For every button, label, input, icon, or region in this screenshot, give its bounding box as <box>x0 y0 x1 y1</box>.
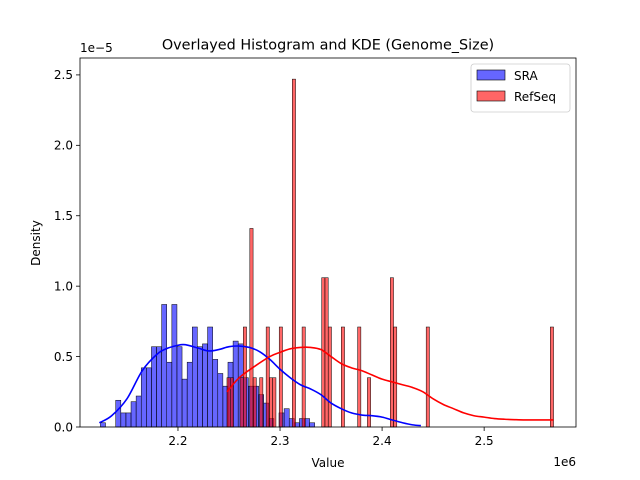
refseq-bar <box>278 326 283 428</box>
sra-bar <box>115 399 122 428</box>
refseq-kde-line <box>226 346 554 421</box>
refseq-bar <box>327 326 332 428</box>
sra-bar <box>146 367 152 428</box>
x-axis: 2.2 2.3 2.4 2.5 <box>168 427 494 448</box>
refseq-bar <box>249 228 254 428</box>
plot-area <box>79 57 577 428</box>
sra-bar <box>176 346 183 428</box>
sra-bar <box>120 412 127 428</box>
legend-label-sra: SRA <box>514 69 538 83</box>
axes-frame <box>79 57 577 428</box>
legend-swatch-sra <box>476 69 506 81</box>
sra-bar <box>171 304 178 428</box>
sra-bar <box>156 346 162 428</box>
refseq-bar <box>226 377 231 428</box>
refseq-bar <box>357 326 362 428</box>
chart-title: Overlayed Histogram and KDE (Genome_Size… <box>162 38 494 54</box>
y-tick-label: 0.5 <box>54 350 73 364</box>
refseq-bar <box>259 377 264 428</box>
refseq-bar <box>252 377 257 428</box>
x-tick-label: 2.2 <box>168 434 187 448</box>
sra-bar <box>135 395 142 428</box>
refseq-bar <box>269 377 273 428</box>
sra-bar <box>207 326 213 428</box>
y-tick-label: 0.0 <box>54 420 73 434</box>
sra-bar <box>283 408 290 428</box>
sra-bar <box>161 304 167 428</box>
y-tick-label: 2.0 <box>54 139 73 153</box>
refseq-bar <box>292 78 296 428</box>
x-offset-label: 1e6 <box>553 455 576 469</box>
sra-bar <box>181 378 188 428</box>
refseq-bar <box>341 326 345 428</box>
x-axis-label: Value <box>312 456 345 470</box>
refseq-bar <box>239 377 244 428</box>
x-tick-label: 2.5 <box>475 434 494 448</box>
sra-bar <box>197 346 203 428</box>
sra-bar <box>100 422 106 428</box>
refseq-bar <box>301 326 306 428</box>
legend: SRA RefSeq <box>470 63 571 113</box>
y-tick-label: 2.5 <box>54 68 73 82</box>
sra-bar <box>140 367 147 428</box>
sra-bar <box>217 373 224 428</box>
sra-bar <box>212 359 219 428</box>
refseq-bar <box>425 326 430 428</box>
refseq-bar <box>550 326 554 428</box>
x-tick-label: 2.4 <box>373 434 392 448</box>
refseq-bar <box>367 377 371 428</box>
refseq-bar <box>393 326 398 428</box>
sra-bar <box>309 422 315 428</box>
refseq-bar <box>272 377 277 428</box>
y-tick-label: 1.5 <box>54 209 73 223</box>
refseq-bar <box>243 326 247 428</box>
y-offset-label: 1e−5 <box>80 41 113 55</box>
legend-label-refseq: RefSeq <box>514 90 556 104</box>
sra-bar <box>202 343 208 428</box>
sra-kde-line <box>98 343 421 427</box>
sra-bar <box>125 412 132 428</box>
refseq-bar <box>265 326 270 428</box>
y-tick-label: 1.0 <box>54 279 73 293</box>
legend-swatch-refseq <box>476 90 506 102</box>
sra-bar <box>166 361 173 428</box>
sra-bar <box>130 401 137 428</box>
x-tick-label: 2.3 <box>270 434 289 448</box>
y-axis-label: Density <box>29 220 43 266</box>
sra-bar <box>186 361 193 428</box>
y-axis: 0.0 0.5 1.0 1.5 2.0 2.5 <box>54 68 80 434</box>
refseq-bar <box>390 277 394 428</box>
sra-bar <box>192 326 198 428</box>
